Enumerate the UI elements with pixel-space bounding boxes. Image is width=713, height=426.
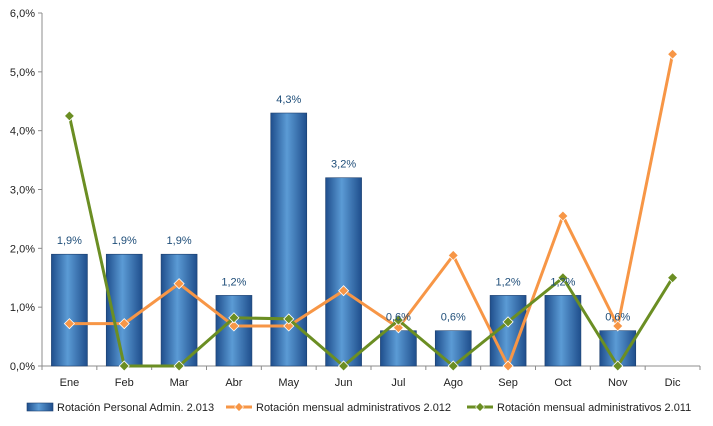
x-tick-label: Nov [608,377,628,389]
x-tick-label: Sep [498,377,518,389]
bar-data-label: 1,2% [496,276,521,288]
series-point [338,285,350,297]
series-point [392,322,404,334]
legend-bar-swatch [26,402,54,412]
series-point [557,272,569,284]
y-tick-label: 1,0% [10,302,35,314]
bar-series [51,112,637,367]
x-tick-label: Dic [665,377,681,389]
series-point [447,249,459,261]
series-point [118,318,130,330]
legend: Rotación Personal Admin. 2.013 Rotación m… [26,402,691,414]
y-tick-label: 0,0% [10,361,35,373]
series-point [173,278,185,290]
series-point [338,360,350,372]
bar-data-label: 4,3% [276,94,301,106]
y-tick-label: 5,0% [10,67,35,79]
series-line [67,52,675,368]
series-point [63,318,75,330]
bar [380,330,417,367]
y-tick-label: 6,0% [10,8,35,20]
data-labels: 1,9% 1,9% 1,9% 1,2% 4,3% 3,2% 0,6% 0,6% 1,2% 1,2%… [57,94,631,324]
bar-data-label: 0,6% [605,312,630,324]
bar-data-label: 1,2% [550,276,575,288]
legend-label: Rotación mensual administrativos 2.012 [256,402,451,414]
x-tick-label: Jul [391,377,405,389]
series-point [228,320,240,332]
series-point [447,360,459,372]
series-point [173,360,185,372]
bar-data-label: 0,6% [386,312,411,324]
y-tick-label: 3,0% [10,185,35,197]
series-point [283,313,295,325]
bar-data-label: 1,9% [112,235,137,247]
axes: 0,0% 1,0% 2,0% 3,0% 4,0% 5,0% 6,0% Ene Feb Mar Abr… [10,8,701,389]
bar-data-label: 1,2% [221,276,246,288]
x-tick-label: Oct [554,377,571,389]
bar-data-label: 1,9% [57,235,82,247]
x-tick-label: Abr [225,377,242,389]
series-line [67,114,675,368]
series-point [667,272,679,284]
series-point [502,360,514,372]
legend-label: Rotación Personal Admin. 2.013 [57,402,214,414]
bar [51,253,88,367]
bar [160,253,198,367]
x-tick-label: Ago [443,377,463,389]
series-point [557,210,569,222]
series-point [612,320,624,332]
series-point [612,360,624,372]
x-tick-label: Feb [115,377,134,389]
bar [434,330,472,367]
legend-label: Rotación mensual administrativos 2.011 [497,402,691,414]
y-tick-label: 2,0% [10,243,35,255]
x-tick-label: Ene [60,377,80,389]
bar [544,295,582,367]
legend-marker [475,402,485,412]
x-tick-label: May [278,377,299,389]
bar [325,177,362,367]
series-point [228,312,240,324]
series-point [502,316,514,328]
x-tick-label: Mar [170,377,189,389]
line-series [63,48,679,372]
y-tick-label: 4,0% [10,126,35,138]
x-tick-label: Jun [335,377,353,389]
series-point [118,360,130,372]
series-point [392,314,404,326]
bar-data-label: 1,9% [167,235,192,247]
legend-marker [234,402,244,412]
bar-data-label: 3,2% [331,159,356,171]
bar-data-label: 0,6% [441,312,466,324]
series-point [667,48,679,60]
series-point [283,320,295,332]
series-point [63,110,75,122]
